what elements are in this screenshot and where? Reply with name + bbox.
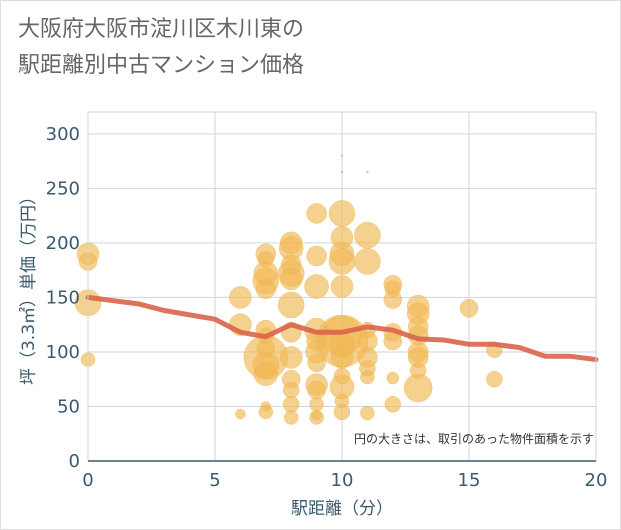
bubble-point: [354, 248, 381, 275]
bubble-point: [366, 170, 369, 174]
bubble-point: [235, 408, 246, 420]
bubble-point: [282, 381, 300, 399]
bubble-point: [255, 278, 277, 299]
x-tick-labels: 0 5 10 15 20: [82, 470, 607, 491]
x-tick-label: 5: [209, 470, 220, 491]
y-tick-labels: 0 50 100 150 200 250 300: [46, 124, 80, 472]
trend-line-layer: [85, 294, 599, 363]
y-tick-label: 0: [69, 451, 80, 472]
bubble-size-note: 円の大きさは、取引のあった物件面積を示す: [354, 431, 594, 446]
bubble-point: [279, 267, 303, 291]
bubble-point: [229, 286, 252, 309]
y-tick-label: 150: [46, 287, 80, 308]
bubble-point: [360, 405, 375, 421]
x-axis-title: 駅距離（分）: [291, 499, 393, 519]
bubble-point: [253, 361, 279, 386]
y-tick-label: 100: [46, 342, 80, 363]
y-tick-label: 200: [46, 233, 80, 254]
bubble-point: [330, 346, 354, 369]
chart-title-line-1: 大阪府大阪市淀川区木川東の: [18, 17, 305, 42]
bubble-point: [403, 373, 433, 403]
bubble-layer: [74, 154, 503, 425]
x-tick-label: 0: [82, 470, 93, 491]
bubble-point: [309, 397, 324, 412]
bubble-point: [328, 248, 356, 275]
bubble-point: [486, 370, 503, 388]
bubble-point: [386, 371, 400, 385]
bubble-point: [340, 170, 344, 174]
bubble-point: [459, 299, 479, 318]
y-axis-title: 坪（3.3㎡）単価（万円）: [19, 188, 39, 385]
bubble-point: [328, 200, 356, 227]
bubble-point: [279, 346, 303, 369]
y-tick-label: 50: [57, 396, 80, 417]
bubble-point: [360, 369, 375, 385]
bubble-point: [383, 290, 403, 309]
bubble-point: [258, 404, 274, 420]
y-tick-label: 250: [46, 178, 80, 199]
chart-title: 大阪府大阪市淀川区木川東の 駅距離別中古マンション価格: [18, 12, 304, 84]
bubble-point: [282, 396, 300, 413]
bubble-point: [277, 291, 305, 319]
bubble-point: [307, 353, 326, 373]
plot-border: [87, 111, 597, 462]
x-tick-label: 15: [458, 470, 481, 491]
trend-line: [85, 294, 599, 363]
bubble-point: [340, 154, 344, 157]
bubble-point: [330, 275, 354, 298]
chart-title-line-2: 駅距離別中古マンション価格: [18, 53, 305, 78]
bubble-point: [306, 203, 327, 224]
bubble-point: [306, 245, 327, 267]
bubble-point: [354, 221, 381, 249]
y-tick-label: 300: [46, 124, 80, 145]
bubble-point: [283, 410, 299, 425]
bubble-point: [309, 410, 324, 425]
bubble-point: [333, 403, 351, 421]
bubble-point: [307, 380, 326, 400]
x-tick-label: 20: [585, 470, 608, 491]
bubble-point: [304, 274, 329, 299]
bubble-point: [384, 396, 402, 413]
x-tick-label: 10: [331, 470, 354, 491]
